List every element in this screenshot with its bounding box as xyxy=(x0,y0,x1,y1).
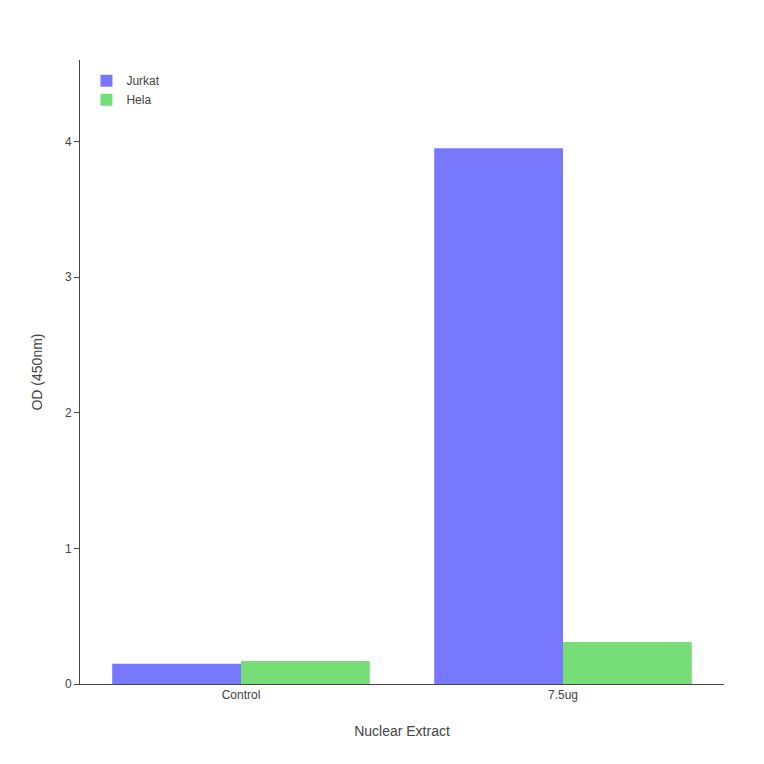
svg-text:2: 2 xyxy=(65,406,72,420)
svg-text:3: 3 xyxy=(65,270,72,284)
svg-text:Control: Control xyxy=(222,688,261,702)
svg-text:4: 4 xyxy=(65,135,72,149)
svg-text:7.5ug: 7.5ug xyxy=(548,688,578,702)
svg-text:Jurkat: Jurkat xyxy=(126,74,159,88)
svg-text:Nuclear Extract: Nuclear Extract xyxy=(354,723,450,739)
svg-text:1: 1 xyxy=(65,542,72,556)
svg-text:0: 0 xyxy=(65,677,72,691)
svg-text:OD (450nm): OD (450nm) xyxy=(29,333,45,410)
svg-text:Hela: Hela xyxy=(126,93,151,107)
